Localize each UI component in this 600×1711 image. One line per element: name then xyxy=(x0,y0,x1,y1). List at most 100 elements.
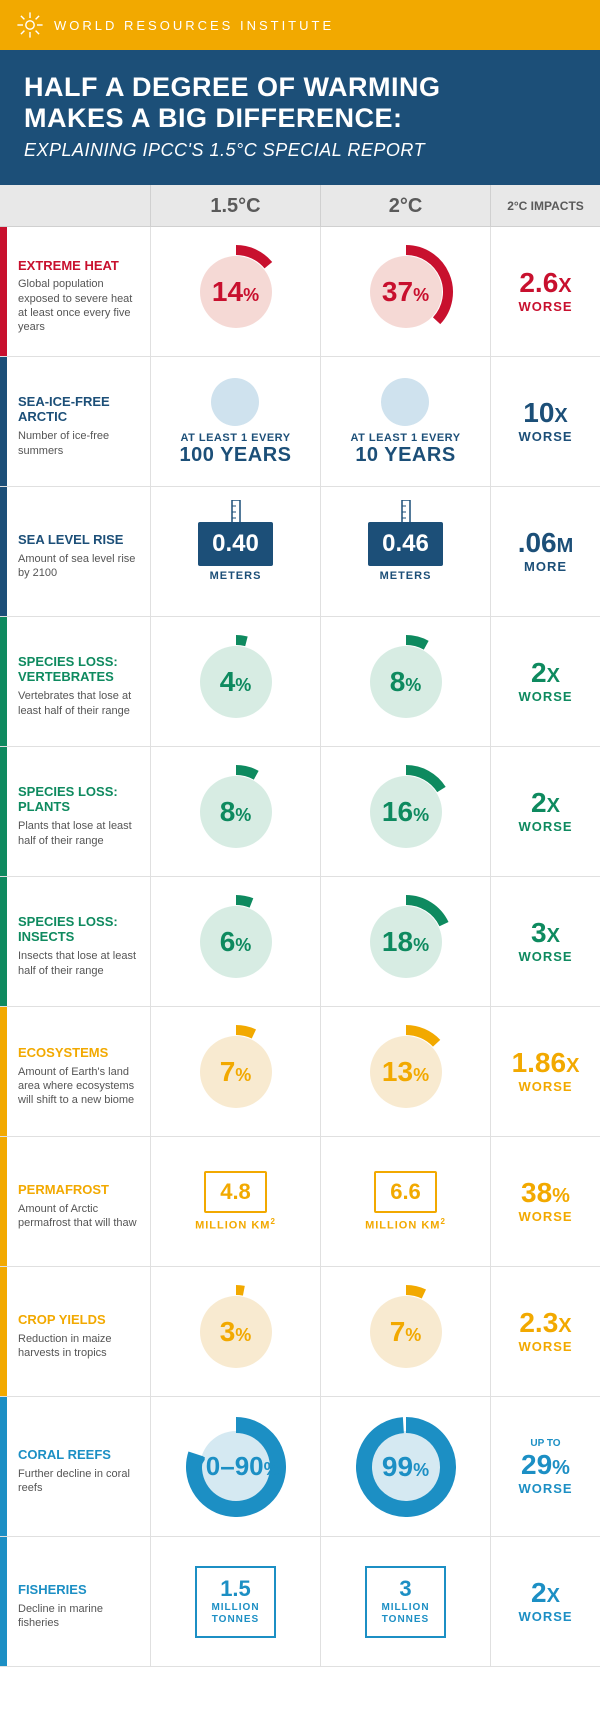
box-cell: 6.6 MILLION KM2 xyxy=(365,1171,446,1232)
org-name: WORLD RESOURCES INSTITUTE xyxy=(54,18,334,33)
data-15: 6% xyxy=(150,877,320,1006)
gauge: 3% xyxy=(186,1282,286,1382)
data-20: 37% xyxy=(320,227,490,356)
row-desc: Further decline in coral reefs xyxy=(18,1467,140,1496)
row-desc: Amount of Earth's land area where ecosys… xyxy=(18,1065,140,1108)
data-20: 6.6 MILLION KM2 xyxy=(320,1137,490,1266)
impacts-col: 2X WORSE xyxy=(490,617,600,746)
data-20: 16% xyxy=(320,747,490,876)
data-15: 4.8 MILLION KM2 xyxy=(150,1137,320,1266)
label-col: EXTREME HEAT Global population exposed t… xyxy=(0,227,150,356)
label-col: SPECIES LOSS: PLANTS Plants that lose at… xyxy=(0,747,150,876)
label-col: CORAL REEFS Further decline in coral ree… xyxy=(0,1397,150,1536)
row-title: CROP YIELDS xyxy=(18,1313,140,1328)
row-title: SPECIES LOSS: PLANTS xyxy=(18,785,140,815)
color-tab xyxy=(0,877,7,1006)
impacts-col: 1.86X WORSE xyxy=(490,1007,600,1136)
gauge: 16% xyxy=(356,762,456,862)
color-tab xyxy=(0,1137,7,1266)
row-desc: Insects that lose at least half of their… xyxy=(18,949,140,978)
data-15: 7% xyxy=(150,1007,320,1136)
label-col: SEA LEVEL RISE Amount of sea level rise … xyxy=(0,487,150,616)
row-title: SPECIES LOSS: INSECTS xyxy=(18,915,140,945)
gauge: 99% xyxy=(356,1417,456,1517)
impacts-col: 2X WORSE xyxy=(490,747,600,876)
gauge: 13% xyxy=(356,1022,456,1122)
impacts-col: 2.6X WORSE xyxy=(490,227,600,356)
color-tab xyxy=(0,227,7,356)
gauge: 4% xyxy=(186,632,286,732)
color-tab xyxy=(0,357,7,486)
row-fish: FISHERIES Decline in marine fisheries 1.… xyxy=(0,1537,600,1667)
row-title: PERMAFROST xyxy=(18,1183,140,1198)
color-tab xyxy=(0,747,7,876)
impacts-col: 2.3X WORSE xyxy=(490,1267,600,1396)
gauge: 18% xyxy=(356,892,456,992)
data-15: 4% xyxy=(150,617,320,746)
data-15: 70–90% xyxy=(150,1397,320,1536)
gauge: 8% xyxy=(356,632,456,732)
label-col: PERMAFROST Amount of Arctic permafrost t… xyxy=(0,1137,150,1266)
row-title: ECOSYSTEMS xyxy=(18,1046,140,1061)
row-desc: Number of ice-free summers xyxy=(18,429,140,458)
color-tab xyxy=(0,487,7,616)
row-crop: CROP YIELDS Reduction in maize harvests … xyxy=(0,1267,600,1397)
col-header-20: 2°C xyxy=(320,185,490,226)
data-15: AT LEAST 1 EVERY 100 YEARS xyxy=(150,357,320,486)
data-20: 13% xyxy=(320,1007,490,1136)
row-desc: Global population exposed to severe heat… xyxy=(18,277,140,334)
row-eco: ECOSYSTEMS Amount of Earth's land area w… xyxy=(0,1007,600,1137)
gauge: 14% xyxy=(186,242,286,342)
row-sealevel: SEA LEVEL RISE Amount of sea level rise … xyxy=(0,487,600,617)
data-20: 7% xyxy=(320,1267,490,1396)
data-20: 0.46 METERS xyxy=(320,487,490,616)
data-20: 3 MILLIONTONNES xyxy=(320,1537,490,1666)
row-title: CORAL REEFS xyxy=(18,1448,140,1463)
label-col: SPECIES LOSS: VERTEBRATES Vertebrates th… xyxy=(0,617,150,746)
row-title: FISHERIES xyxy=(18,1583,140,1598)
impacts-col: 3X WORSE xyxy=(490,877,600,1006)
color-tab xyxy=(0,1267,7,1396)
org-logo: WORLD RESOURCES INSTITUTE xyxy=(16,11,334,39)
data-15: 8% xyxy=(150,747,320,876)
row-title: SPECIES LOSS: VERTEBRATES xyxy=(18,655,140,685)
color-tab xyxy=(0,1537,7,1666)
title-line1: HALF A DEGREE OF WARMING xyxy=(24,72,576,103)
impacts-col: 2X WORSE xyxy=(490,1537,600,1666)
row-vert: SPECIES LOSS: VERTEBRATES Vertebrates th… xyxy=(0,617,600,747)
row-heat: EXTREME HEAT Global population exposed t… xyxy=(0,227,600,357)
wri-logo-icon xyxy=(16,11,44,39)
sea-cell: 0.40 METERS xyxy=(198,522,273,582)
label-col: CROP YIELDS Reduction in maize harvests … xyxy=(0,1267,150,1396)
gauge: 70–90% xyxy=(186,1417,286,1517)
impacts-col: 10X WORSE xyxy=(490,357,600,486)
gauge: 7% xyxy=(186,1022,286,1122)
gauge: 6% xyxy=(186,892,286,992)
row-title: SEA LEVEL RISE xyxy=(18,533,140,548)
title-sub: EXPLAINING IPCC'S 1.5°C SPECIAL REPORT xyxy=(24,140,576,161)
data-20: AT LEAST 1 EVERY 10 YEARS xyxy=(320,357,490,486)
col-header-15: 1.5°C xyxy=(150,185,320,226)
sea-cell: 0.46 METERS xyxy=(368,522,443,582)
box-cell: 4.8 MILLION KM2 xyxy=(195,1171,276,1232)
color-tab xyxy=(0,617,7,746)
row-desc: Vertebrates that lose at least half of t… xyxy=(18,689,140,718)
impacts-col: .06M MORE xyxy=(490,487,600,616)
row-arctic: SEA-ICE-FREE ARCTIC Number of ice-free s… xyxy=(0,357,600,487)
impacts-col: UP TO29% WORSE xyxy=(490,1397,600,1536)
row-coral: CORAL REEFS Further decline in coral ree… xyxy=(0,1397,600,1537)
color-tab xyxy=(0,1007,7,1136)
row-desc: Reduction in maize harvests in tropics xyxy=(18,1332,140,1361)
row-desc: Amount of sea level rise by 2100 xyxy=(18,552,140,581)
ruler-icon xyxy=(228,500,244,524)
row-perma: PERMAFROST Amount of Arctic permafrost t… xyxy=(0,1137,600,1267)
row-title: SEA-ICE-FREE ARCTIC xyxy=(18,395,140,425)
org-header: WORLD RESOURCES INSTITUTE xyxy=(0,0,600,50)
col-header-impacts: 2°C IMPACTS xyxy=(490,185,600,226)
fish-cell: 3 MILLIONTONNES xyxy=(365,1566,445,1638)
data-15: 3% xyxy=(150,1267,320,1396)
title-block: HALF A DEGREE OF WARMING MAKES A BIG DIF… xyxy=(0,50,600,185)
data-15: 0.40 METERS xyxy=(150,487,320,616)
color-tab xyxy=(0,1397,7,1536)
columns-header: 1.5°C 2°C 2°C IMPACTS xyxy=(0,185,600,227)
